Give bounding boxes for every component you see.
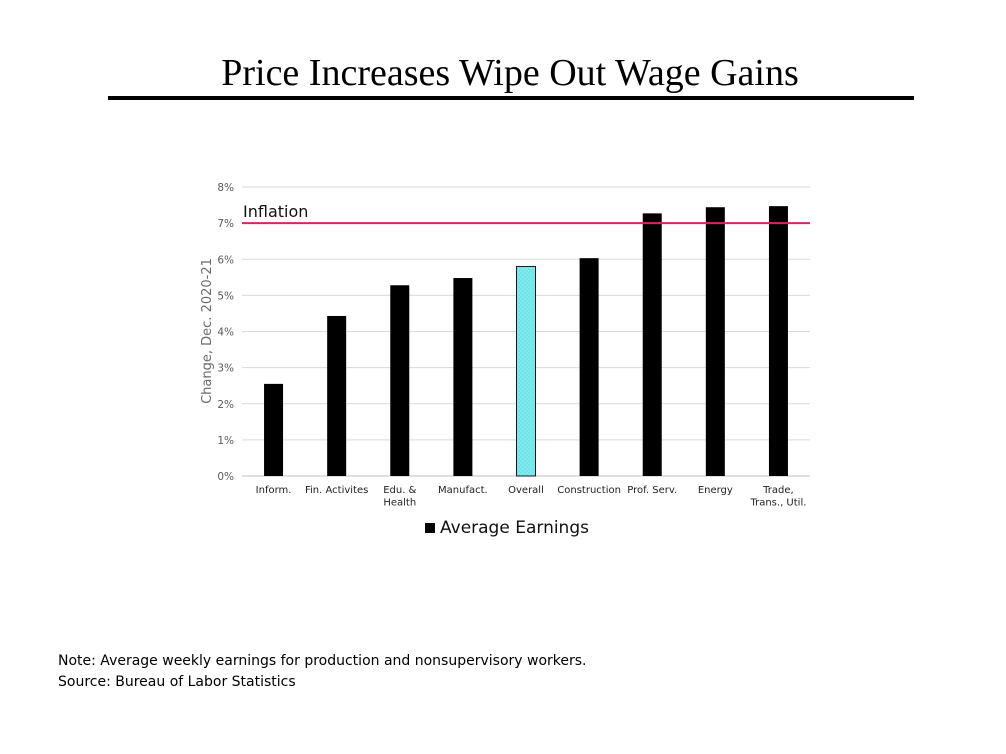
x-tick-label: Manufact. [438,485,488,496]
bar [579,258,599,476]
legend-swatch [425,523,435,533]
x-tick-label: Edu. & Health [383,485,416,509]
bar [768,206,788,477]
y-tick-label: 8% [217,182,234,194]
bar [516,265,536,477]
x-tick-label: Fin. Activites [305,485,368,496]
chart-note: Note: Average weekly earnings for produc… [58,653,587,669]
x-tick-label: Inform. [256,485,292,496]
slide-title: Price Increases Wipe Out Wage Gains [221,52,799,94]
y-tick-label: 1% [217,435,234,447]
bar [327,315,347,476]
y-tick-label: 7% [217,218,234,230]
bar [453,278,473,476]
bar [390,285,410,476]
bar [642,213,662,476]
bar [264,383,284,476]
y-tick-label: 3% [217,363,234,375]
x-tick-label: Construction [557,485,621,496]
inflation-label: Inflation [243,202,308,221]
y-axis-ticks: 0% 1% 2% 3% 4% 5% 6% 7% 8% [217,182,234,483]
y-tick-label: 6% [217,254,234,266]
x-tick-label: Trade, Trans., Util. [749,485,806,509]
y-axis-title: Change, Dec. 2020-21 [200,258,215,404]
x-tick-label: Energy [698,485,733,496]
bars [264,206,788,477]
bar [705,207,725,477]
x-axis-ticks: Inform. Fin. Activites Edu. & Health Manufac… [256,485,807,509]
y-tick-label: 5% [217,290,234,302]
chart-legend: Average Earnings [425,518,589,538]
title-underline [108,96,914,100]
chart-source: Source: Bureau of Labor Statistics [58,674,296,690]
x-tick-label: Overall [508,485,544,496]
x-tick-label: Prof. Serv. [627,485,677,496]
y-tick-label: 0% [217,471,234,483]
inflation-reference: Inflation [242,202,810,225]
y-tick-label: 2% [217,399,234,411]
y-tick-label: 4% [217,327,234,339]
legend-label: Average Earnings [440,518,589,538]
